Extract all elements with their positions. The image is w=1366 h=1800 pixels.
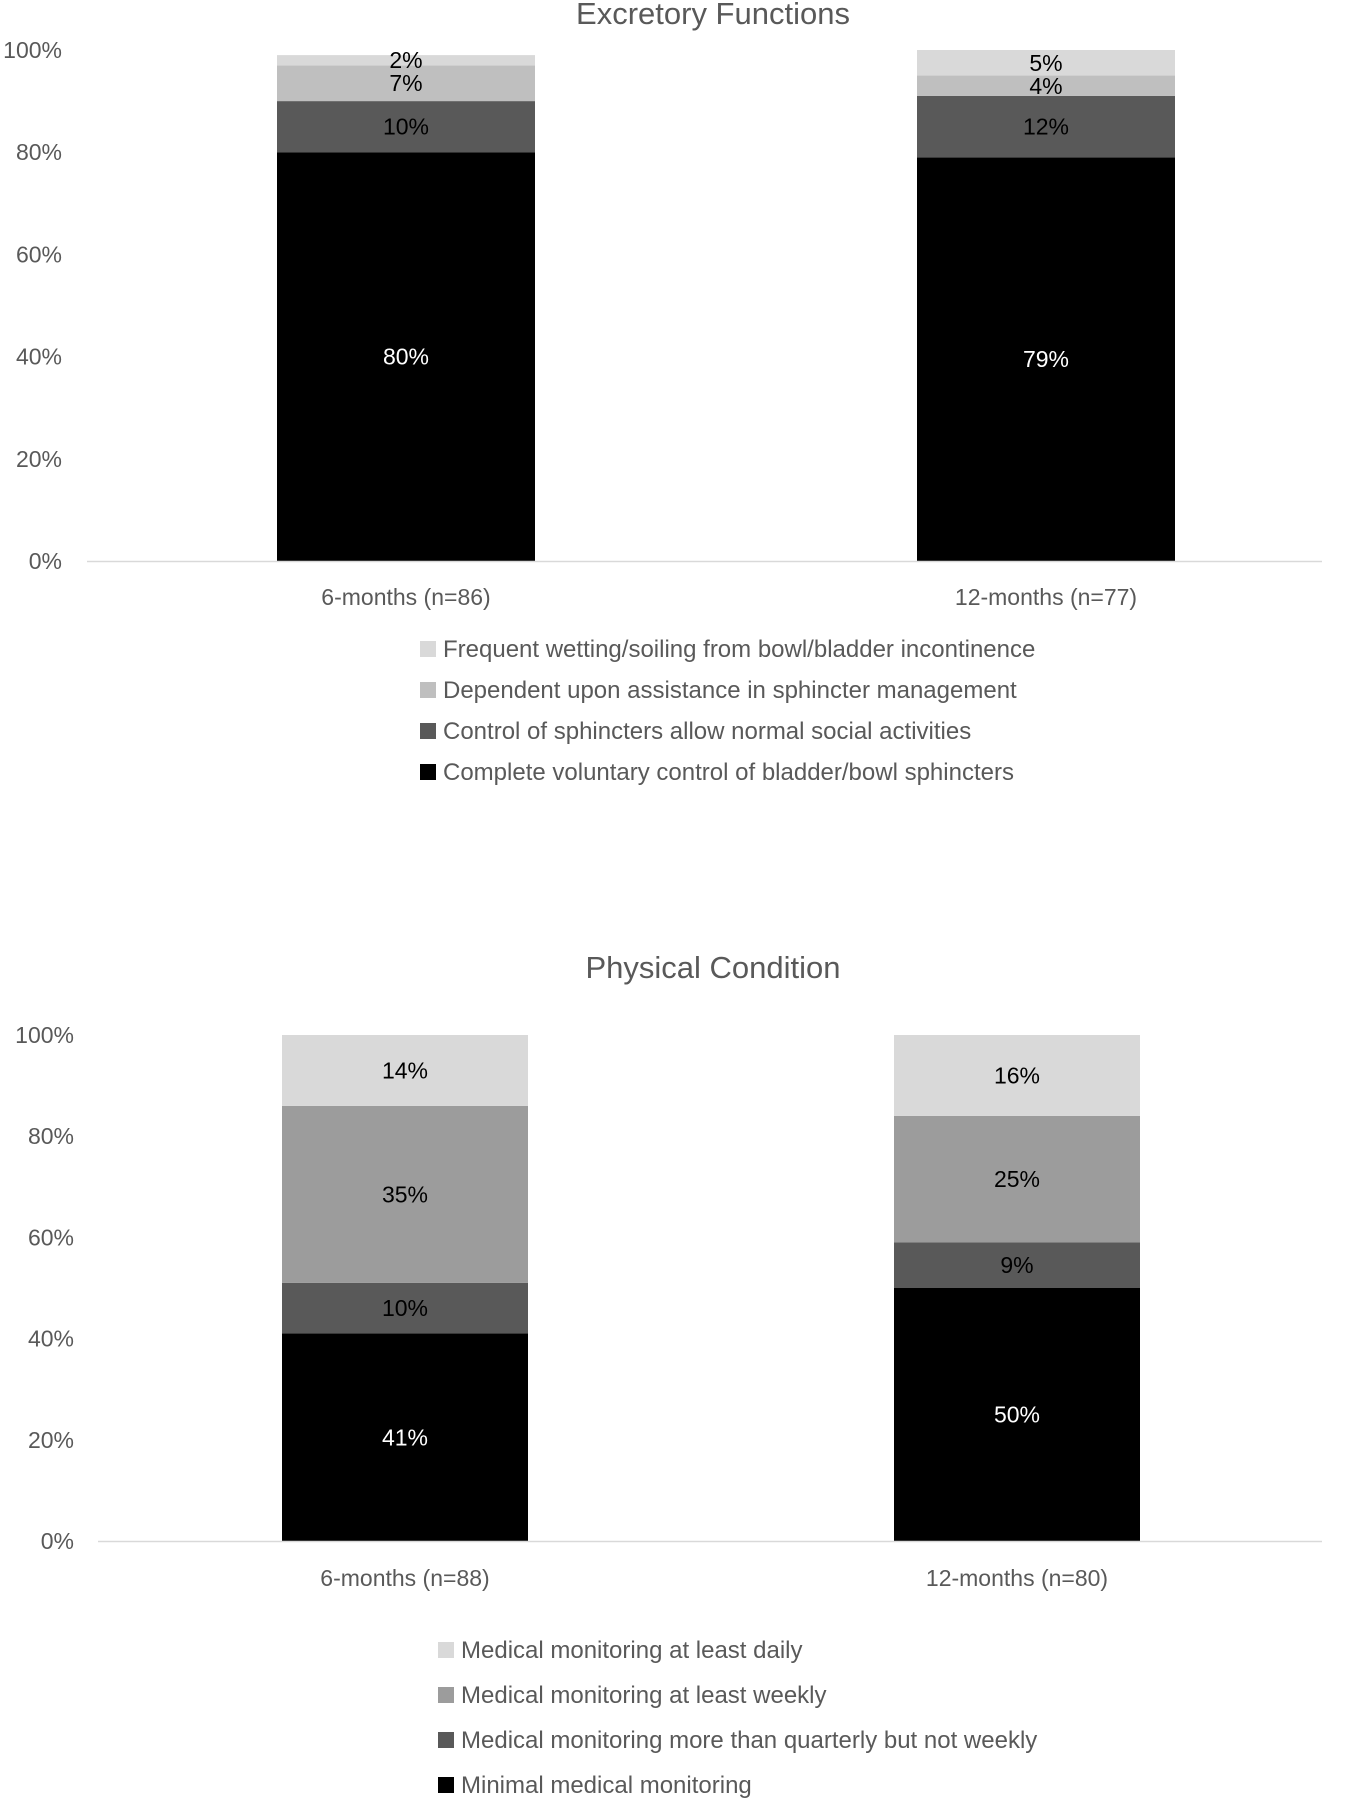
y-tick-label: 80% xyxy=(28,1123,74,1149)
bar-segment xyxy=(894,1035,1140,1116)
data-label: 16% xyxy=(994,1062,1040,1088)
bar-segment xyxy=(282,1035,528,1106)
bar-segment xyxy=(277,152,535,561)
physical-condition-chart: Physical Condition 0% 20% 40% 60% 80% 100% 41% 1… xyxy=(15,950,1322,1799)
data-label: 10% xyxy=(382,1295,428,1321)
chart-title: Excretory Functions xyxy=(576,0,850,31)
y-tick-label: 40% xyxy=(28,1326,74,1352)
legend-label: Medical monitoring at least weekly xyxy=(461,1682,827,1709)
legend-swatch xyxy=(438,1642,454,1658)
x-category-label: 12-months (n=77) xyxy=(955,584,1137,610)
legend-label: Medical monitoring at least daily xyxy=(461,1637,803,1664)
legend-swatch xyxy=(438,1732,454,1748)
data-label: 14% xyxy=(382,1057,428,1083)
y-tick-label: 60% xyxy=(16,241,62,267)
legend-label: Control of sphincters allow normal socia… xyxy=(443,718,971,745)
bar-segment xyxy=(917,75,1175,96)
legend-swatch xyxy=(420,682,436,698)
data-label: 50% xyxy=(994,1402,1040,1428)
bar-segment xyxy=(917,50,1175,76)
legend-swatch xyxy=(420,723,436,739)
data-label: 2% xyxy=(389,47,422,73)
bar-segment xyxy=(277,55,535,66)
legend-label: Medical monitoring more than quarterly b… xyxy=(461,1727,1037,1754)
legend-label: Dependent upon assistance in sphincter m… xyxy=(443,677,1017,704)
bar-segment xyxy=(282,1282,528,1334)
y-tick-label: 100% xyxy=(15,1022,74,1048)
bar-segment xyxy=(282,1105,528,1283)
bar-segment xyxy=(917,157,1175,561)
y-tick-label: 100% xyxy=(3,37,62,63)
data-label: 4% xyxy=(1029,73,1062,99)
y-tick-label: 20% xyxy=(28,1427,74,1453)
bar-segment xyxy=(277,101,535,153)
legend-swatch xyxy=(438,1687,454,1703)
data-label: 41% xyxy=(382,1424,428,1450)
data-label: 79% xyxy=(1023,346,1069,372)
data-label: 10% xyxy=(383,114,429,140)
data-label: 25% xyxy=(994,1166,1040,1192)
data-label: 7% xyxy=(389,70,422,96)
data-label: 9% xyxy=(1000,1252,1033,1278)
x-category-label: 6-months (n=86) xyxy=(321,584,490,610)
data-label: 12% xyxy=(1023,114,1069,140)
bar-segment xyxy=(894,1242,1140,1288)
y-tick-label: 60% xyxy=(28,1224,74,1250)
y-tick-label: 40% xyxy=(16,344,62,370)
y-tick-label: 0% xyxy=(41,1528,74,1554)
chart-title: Physical Condition xyxy=(585,950,840,985)
legend-swatch xyxy=(420,641,436,657)
x-category-label: 6-months (n=88) xyxy=(320,1565,489,1591)
legend-label: Frequent wetting/soiling from bowl/bladd… xyxy=(443,636,1035,663)
legend-label: Complete voluntary control of bladder/bo… xyxy=(443,759,1014,786)
legend-swatch xyxy=(438,1777,454,1793)
bar-segment xyxy=(282,1333,528,1541)
bar-segment xyxy=(917,95,1175,158)
data-label: 80% xyxy=(383,344,429,370)
y-tick-label: 20% xyxy=(16,446,62,472)
legend-swatch xyxy=(420,764,436,780)
bar-segment xyxy=(894,1115,1140,1243)
excretory-functions-chart: Excretory Functions 0% 20% 40% 60% 80% 100% 80%… xyxy=(3,0,1322,786)
bar-segment xyxy=(894,1288,1140,1541)
y-tick-label: 0% xyxy=(29,548,62,574)
data-label: 5% xyxy=(1029,50,1062,76)
y-tick-label: 80% xyxy=(16,139,62,165)
data-label: 35% xyxy=(382,1181,428,1207)
x-category-label: 12-months (n=80) xyxy=(926,1565,1108,1591)
bar-segment xyxy=(277,65,535,102)
legend-label: Minimal medical monitoring xyxy=(461,1772,752,1799)
